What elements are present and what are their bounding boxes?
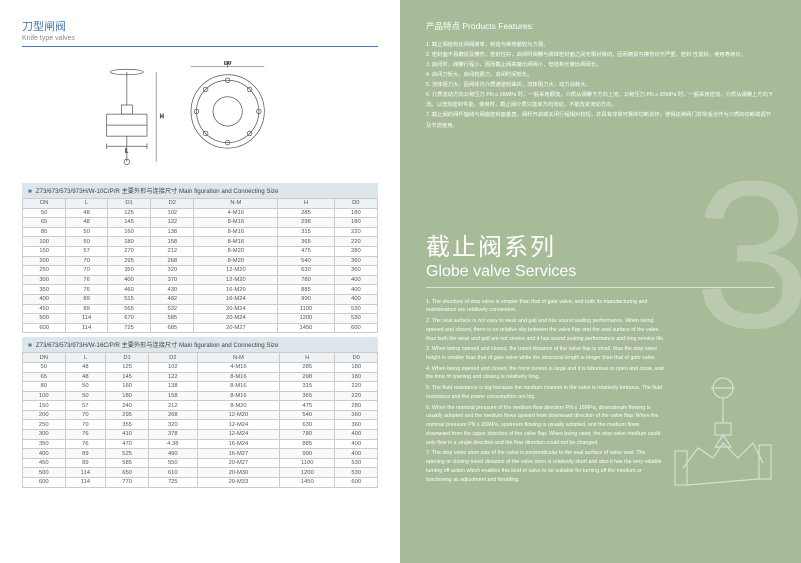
table1-col: D2 [151, 199, 194, 209]
series-title-en: Globe valve Services [426, 263, 775, 281]
table2-col: D1 [106, 353, 149, 363]
table1-row: 50481251024-M16285180 [23, 208, 378, 218]
desc-item: 7. The stop valve stem axis of the valve… [426, 449, 665, 484]
table1-row: 200702952688-M20540360 [23, 256, 378, 266]
table2-row: 50011465061020-M301200530 [23, 468, 378, 478]
features-list: 1. 截止阀结构比闸阀简单，制造与维修都较为方便。2. 密封面不易磨损及擦伤，密… [426, 40, 775, 131]
table2-row: 65481451228-M16298180 [23, 372, 378, 382]
spec-table-2: DNLD1D2N-MHD0 50481251024-M1628518065481… [22, 352, 378, 487]
table2-row: 3007641037812-M24780400 [23, 430, 378, 440]
table2-col: DN [23, 353, 66, 363]
table2-col: H [280, 353, 335, 363]
table2-row: 80501601388-M16315220 [23, 382, 378, 392]
table1-col: H [278, 199, 334, 209]
table2-row: 2507035532012-M24630360 [23, 420, 378, 430]
table2-row: 2007029526812-M20540360 [23, 410, 378, 420]
feature-item: 7. 截止阀的阀杆轴线与阀座密封面垂直。阀杆开启或关闭行程相对较短，并具有非常可… [426, 110, 775, 130]
table1-row: 3007640037012-M20780400 [23, 275, 378, 285]
table1-row: 100501801588-M16365220 [23, 237, 378, 247]
desc-item: 2. The seal surface is not easy to wear … [426, 317, 665, 343]
valve-diagram: L H [22, 57, 378, 175]
table1-row: 2507035032012-M20630360 [23, 266, 378, 276]
left-page: 刀型闸阀 Knife type valves [0, 0, 400, 563]
svg-text:D0: D0 [224, 61, 231, 67]
feature-item: 5. 流体阻力大，因阀体内介质通道较曲折，流体阻力大，动力消耗大。 [426, 80, 775, 90]
svg-text:L: L [125, 149, 128, 155]
table1-row: 150572702128-M20475280 [23, 246, 378, 256]
table1-col: DN [23, 199, 66, 209]
page-spread: 刀型闸阀 Knife type valves [0, 0, 801, 563]
table1-row: 60011472568520-M271450600 [23, 323, 378, 333]
title-rule [22, 46, 378, 47]
table1-col: N-M [194, 199, 278, 209]
desc-item: 4. When being opened and closed, the for… [426, 365, 665, 382]
desc-item: 6. When the nominal pressure of the medi… [426, 404, 665, 448]
table2-row: 150572402128-M20475280 [23, 401, 378, 411]
table2-row: 350764704.3816-M24885400 [23, 439, 378, 449]
table1-row: 80501601388-M16315220 [23, 227, 378, 237]
desc-item: 3. When being opened and closed, the tra… [426, 345, 665, 362]
features-title: 产品特点 Products Features: [426, 20, 775, 32]
table1-row: 4508956553220-M241100530 [23, 304, 378, 314]
right-page: 3 产品特点 Products Features: 1. 截止阀结构比闸阀简单，… [400, 0, 801, 563]
table1-col: D1 [107, 199, 150, 209]
globe-valve-outline [663, 373, 783, 503]
table2-col: D0 [335, 353, 378, 363]
table1-row: 50011467058520-M241200530 [23, 314, 378, 324]
series-rule [426, 287, 775, 288]
table1-row: 4008951548216-M24990400 [23, 294, 378, 304]
table2-row: 4008952549016-M27990400 [23, 449, 378, 459]
table2-row: 100501801588-M16365220 [23, 391, 378, 401]
desc-item: 5. The fluid resistance is big because t… [426, 384, 665, 401]
table2-row: 60011477072520-M331450600 [23, 478, 378, 488]
feature-item: 2. 密封面不易磨损及擦伤，密封性好，启闭时阀瓣与阀体密封面之间无相对滑动，因而… [426, 50, 775, 60]
table2-col: D2 [148, 353, 197, 363]
table1-row: 65481451228-M16298180 [23, 218, 378, 228]
table2-col: N-M [197, 353, 279, 363]
table2-row: 4508958555020-M271100530 [23, 458, 378, 468]
table1-col: D0 [334, 199, 377, 209]
table1-row: 3507646043016-M20885400 [23, 285, 378, 295]
feature-item: 6. 介质流动方向公称压力 PN ≤ 16MPa 时，一般采用顺流，介质从阀瓣下… [426, 90, 775, 110]
desc-item: 1. The structure of stop valve is simple… [426, 298, 665, 315]
left-title-en: Knife type valves [22, 35, 378, 42]
feature-item: 4. 启闭力矩大，启闭较费力，启闭时间较长。 [426, 70, 775, 80]
feature-item: 3. 启闭时，阀瓣行程小，因而截止阀高度比闸阀小，但结构长度比闸阀长。 [426, 60, 775, 70]
table2-row: 50481251024-M16285180 [23, 362, 378, 372]
series-title-cn: 截止阀系列 [426, 227, 775, 262]
left-title-cn: 刀型闸阀 [22, 18, 378, 34]
knife-valve-drawing: L H [81, 61, 319, 171]
table2-col: L [65, 353, 106, 363]
feature-item: 1. 截止阀结构比闸阀简单，制造与维修都较为方便。 [426, 40, 775, 50]
table1-title: ■Z73/673/573/973H/W-10C/P/R 主要外形与连接尺寸 Ma… [22, 183, 378, 198]
spec-table-1: DNLD1D2N-MHD0 50481251024-M1628518065481… [22, 198, 378, 333]
table2-title: ■Z73/673/573/973H/W-16C/P/R 主要外形与连接尺寸 Ma… [22, 337, 378, 352]
svg-text:H: H [160, 114, 164, 120]
table1-col: L [66, 199, 108, 209]
